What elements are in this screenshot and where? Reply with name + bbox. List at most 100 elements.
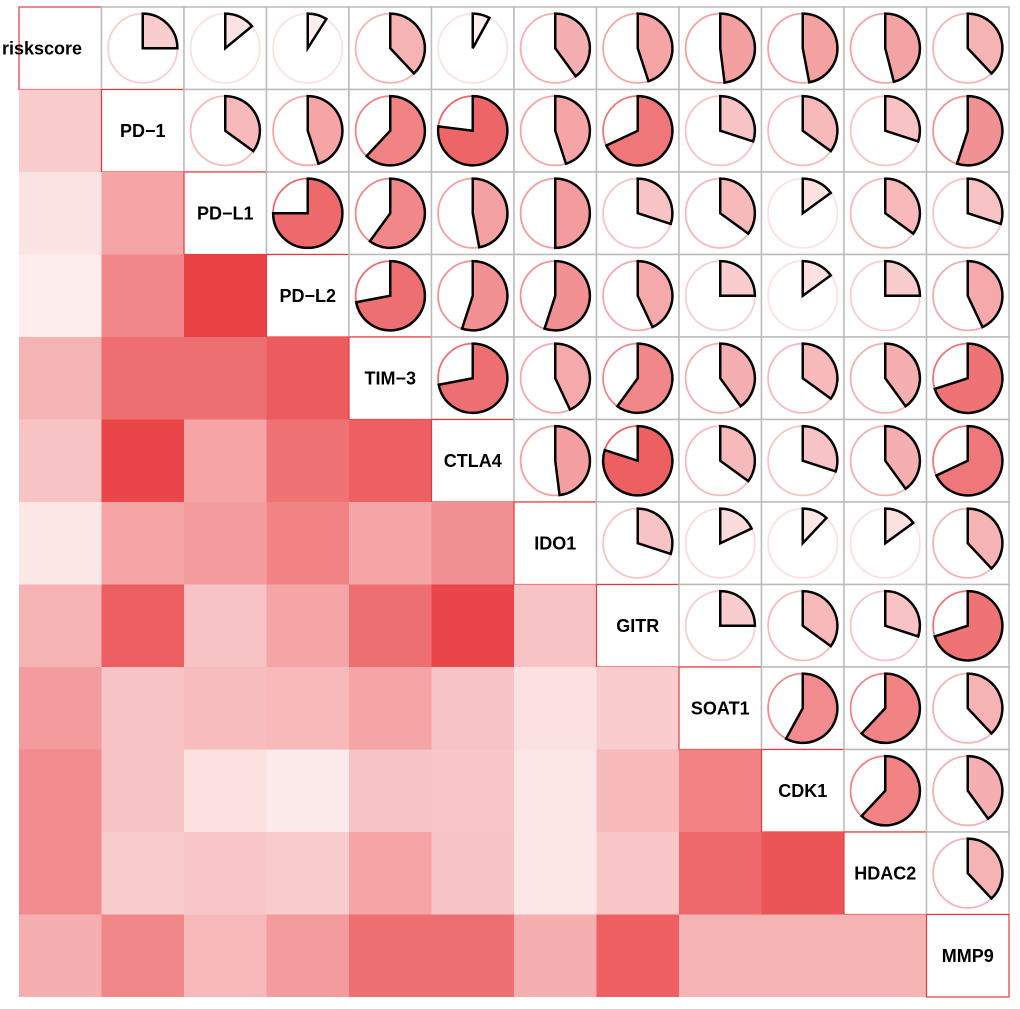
- shade-cell-7-5: [431, 584, 514, 667]
- pie-slice-1-2: [224, 94, 262, 153]
- shade-cell-5-3: [266, 419, 349, 502]
- pie-slice-3-8: [719, 259, 757, 297]
- pie-slice-7-9: [801, 589, 839, 648]
- pie-slice-9-10: [859, 754, 922, 827]
- diagonal-cell-5: [430, 418, 515, 503]
- shade-cell-7-2: [184, 584, 267, 667]
- pie-slice-5-6: [554, 424, 592, 497]
- shade-cell-7-1: [101, 584, 184, 667]
- pie-slice-3-11: [966, 259, 1004, 329]
- shade-cell-7-0: [19, 584, 102, 667]
- pie-slice-4-9: [801, 342, 839, 401]
- pie-slice-1-10: [884, 94, 922, 144]
- shade-cell-4-0: [19, 337, 102, 420]
- shade-cell-7-3: [266, 584, 349, 667]
- pie-slice-2-4: [368, 177, 427, 250]
- shade-cell-11-0: [19, 914, 102, 997]
- shade-cell-3-0: [19, 254, 102, 337]
- shade-cell-2-0: [19, 172, 102, 255]
- shade-cell-9-8: [679, 749, 762, 832]
- pie-slice-4-10: [884, 342, 922, 409]
- shade-cell-10-0: [19, 832, 102, 915]
- shade-cell-10-5: [431, 832, 514, 915]
- pie-slice-7-10: [884, 589, 922, 639]
- shade-cell-11-10: [844, 914, 927, 997]
- pie-slice-0-1: [141, 12, 179, 50]
- shade-cell-5-2: [184, 419, 267, 502]
- variable-label-1: PD−1: [120, 121, 166, 141]
- pie-slice-4-5: [437, 342, 509, 415]
- pie-slice-8-11: [966, 672, 1004, 736]
- pie-slice-1-5: [436, 94, 509, 167]
- pie-slice-0-7: [636, 12, 674, 83]
- shade-cell-10-1: [101, 832, 184, 915]
- shade-cell-5-4: [349, 419, 432, 502]
- shade-cell-8-5: [431, 667, 514, 750]
- pie-slice-6-7: [636, 507, 674, 556]
- shade-cell-8-7: [596, 667, 679, 750]
- pie-slice-5-8: [719, 424, 757, 483]
- shade-cell-11-9: [761, 914, 844, 997]
- shade-cell-11-2: [184, 914, 267, 997]
- shade-cell-11-4: [349, 914, 432, 997]
- shade-cell-6-5: [431, 502, 514, 585]
- pie-slice-8-9: [784, 672, 839, 745]
- shade-cell-6-2: [184, 502, 267, 585]
- pie-slice-0-10: [884, 12, 922, 84]
- shade-cell-5-1: [101, 419, 184, 502]
- pie-slice-5-11: [934, 424, 1004, 497]
- pie-slice-3-7: [636, 259, 674, 329]
- pie-slice-4-11: [933, 342, 1004, 415]
- pie-slice-1-11: [955, 94, 1004, 167]
- pie-slice-3-10: [884, 259, 922, 297]
- pie-slice-3-9: [801, 259, 833, 299]
- pie-slice-1-4: [364, 94, 427, 167]
- shade-cell-4-3: [266, 337, 349, 420]
- shade-cell-9-4: [349, 749, 432, 832]
- shade-cell-7-4: [349, 584, 432, 667]
- shade-cell-9-2: [184, 749, 267, 832]
- shade-cell-9-1: [101, 749, 184, 832]
- pie-slice-9-11: [966, 754, 1004, 821]
- pie-slice-10-11: [966, 837, 1004, 901]
- diagonal-cell-0: [18, 6, 103, 91]
- shade-cell-7-6: [514, 584, 597, 667]
- pie-slice-3-6: [542, 259, 592, 332]
- pie-slice-1-9: [801, 94, 839, 153]
- pie-slice-3-5: [460, 259, 509, 332]
- shade-cell-1-0: [19, 89, 102, 172]
- pie-slice-0-6: [554, 12, 592, 79]
- shade-cell-9-7: [596, 749, 679, 832]
- shade-cell-11-3: [266, 914, 349, 997]
- pie-slice-2-6: [554, 177, 592, 250]
- shade-cell-4-1: [101, 337, 184, 420]
- shade-cell-6-0: [19, 502, 102, 585]
- variable-label-6: IDO1: [534, 533, 576, 553]
- pie-slice-7-11: [933, 589, 1004, 662]
- shade-cell-8-2: [184, 667, 267, 750]
- shade-cell-11-7: [596, 914, 679, 997]
- pie-slice-4-7: [615, 342, 674, 415]
- pie-slice-6-10: [884, 507, 916, 546]
- pie-slice-2-9: [801, 177, 833, 216]
- shade-cell-9-0: [19, 749, 102, 832]
- diagonal-cell-9: [760, 748, 845, 833]
- shade-cell-8-3: [266, 667, 349, 750]
- pie-slice-0-3: [306, 12, 329, 53]
- diagonal-cell-7: [595, 583, 680, 668]
- pie-slice-1-3: [306, 94, 344, 166]
- pie-slice-2-7: [636, 177, 674, 226]
- variable-label-10: HDAC2: [854, 863, 916, 883]
- variable-label-2: PD−L1: [197, 203, 254, 223]
- pie-slice-0-9: [801, 12, 839, 84]
- shade-cell-8-6: [514, 667, 597, 750]
- shade-cell-11-8: [679, 914, 762, 997]
- shade-cell-11-1: [101, 914, 184, 997]
- variable-label-4: TIM−3: [364, 368, 416, 388]
- shade-cell-5-0: [19, 419, 102, 502]
- variable-label-7: GITR: [616, 616, 659, 636]
- pie-slice-3-4: [354, 259, 427, 332]
- shade-cell-11-5: [431, 914, 514, 997]
- shade-cell-6-1: [101, 502, 184, 585]
